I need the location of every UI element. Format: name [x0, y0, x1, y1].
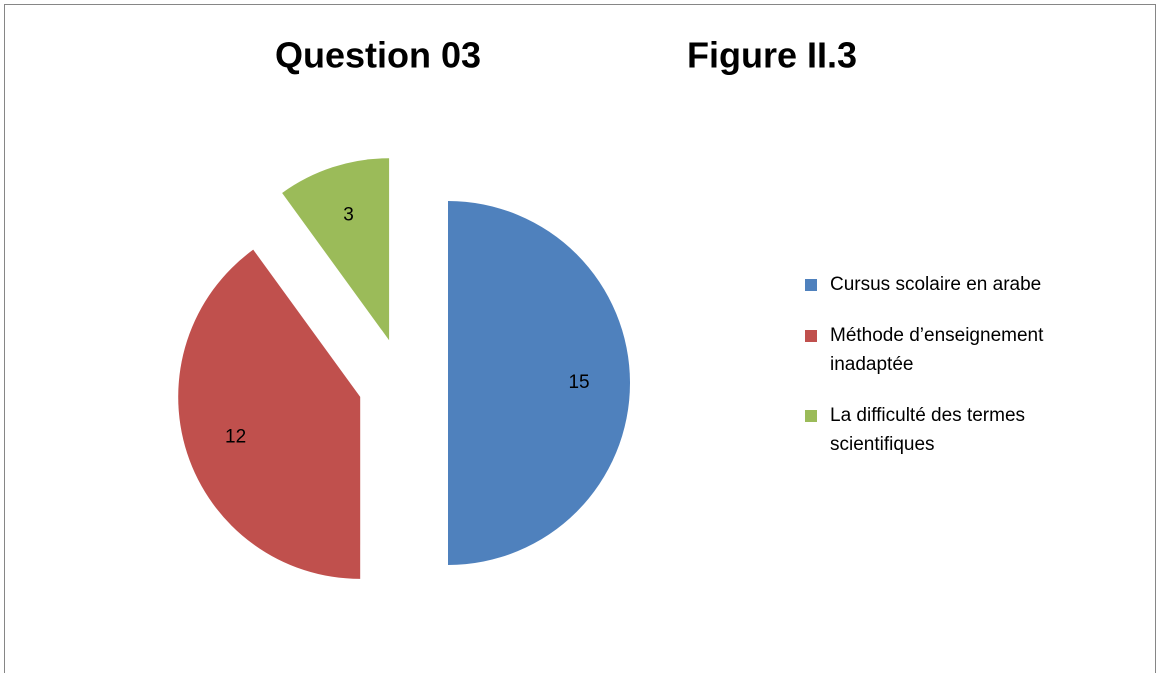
chart-subtitle: Figure II.3: [687, 35, 857, 76]
pie-slice: [282, 158, 390, 341]
chart-title: Question 03: [275, 35, 481, 76]
data-label: 3: [343, 205, 354, 226]
legend-label: La difficulté des termes scientifiques: [830, 405, 1026, 455]
data-label: 12: [225, 426, 246, 447]
pie-slice: [178, 249, 361, 579]
legend-swatch: [805, 279, 817, 291]
legend-item: Cursus scolaire en arabe: [805, 270, 1115, 299]
data-label: 15: [568, 372, 589, 393]
legend: Cursus scolaire en arabe Méthode d’enseig…: [805, 270, 1115, 481]
legend-swatch: [805, 330, 817, 342]
legend-label: Méthode d’enseignement inadaptée: [830, 325, 1044, 375]
pie-slice: [448, 201, 630, 565]
legend-swatch: [805, 410, 817, 422]
legend-item: Méthode d’enseignement inadaptée: [805, 321, 1115, 379]
legend-label: Cursus scolaire en arabe: [830, 274, 1042, 295]
legend-item: La difficulté des termes scientifiques: [805, 401, 1115, 459]
